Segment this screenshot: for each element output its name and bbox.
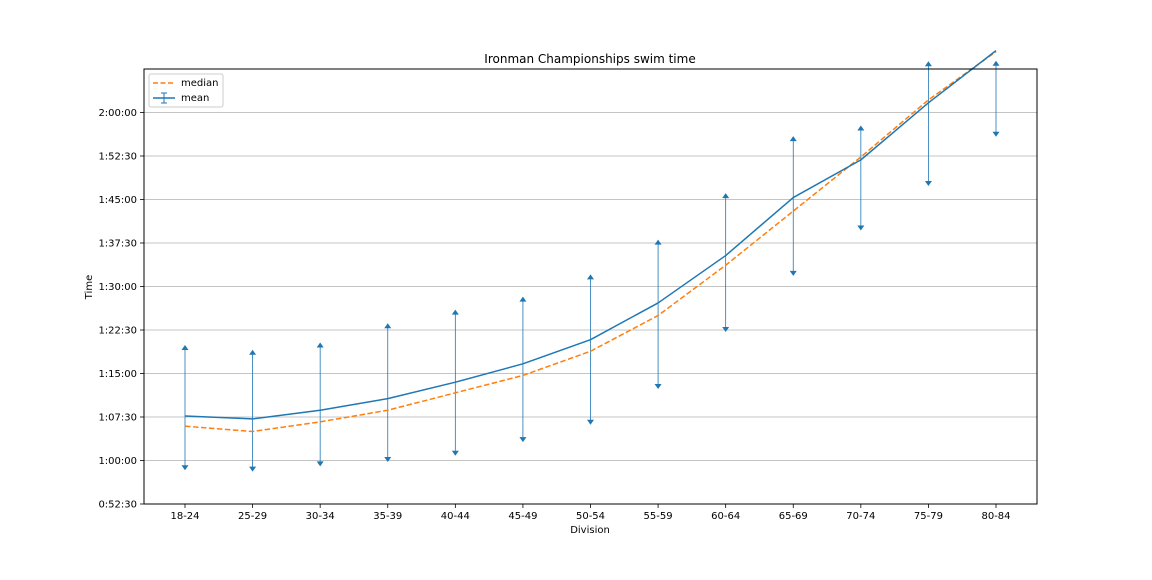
x-tick-label: 65-69	[779, 511, 808, 522]
x-tick-label: 50-54	[576, 511, 605, 522]
x-tick-label: 80-84	[981, 511, 1010, 522]
x-tick-label: 18-24	[170, 511, 199, 522]
legend-median-label: median	[181, 78, 219, 89]
y-tick-label: 1:15:00	[98, 369, 137, 380]
y-tick-label: 2:00:00	[98, 108, 137, 119]
x-tick-label: 45-49	[508, 511, 537, 522]
y-tick-label: 1:52:30	[98, 152, 137, 163]
x-tick-label: 30-34	[306, 511, 335, 522]
x-tick-label: 75-79	[914, 511, 943, 522]
legend-mean-label: mean	[181, 93, 209, 104]
y-tick-label: 1:22:30	[98, 326, 137, 337]
y-axis-title: Time	[84, 275, 95, 300]
x-tick-label: 60-64	[711, 511, 740, 522]
y-tick-label: 1:30:00	[98, 282, 137, 293]
x-tick-label: 25-29	[238, 511, 267, 522]
x-tick-label: 35-39	[373, 511, 402, 522]
y-tick-label: 1:37:30	[98, 239, 137, 250]
legend: median mean	[149, 74, 223, 107]
y-tick-label: 1:45:00	[98, 195, 137, 206]
x-axis-title: Division	[570, 525, 610, 536]
chart-title: Ironman Championships swim time	[484, 52, 695, 66]
y-tick-label: 0:52:30	[98, 500, 137, 511]
x-tick-label: 70-74	[846, 511, 875, 522]
x-tick-label: 40-44	[441, 511, 470, 522]
y-tick-label: 1:00:00	[98, 456, 137, 467]
x-tick-label: 55-59	[644, 511, 673, 522]
y-tick-label: 1:07:30	[98, 413, 137, 424]
